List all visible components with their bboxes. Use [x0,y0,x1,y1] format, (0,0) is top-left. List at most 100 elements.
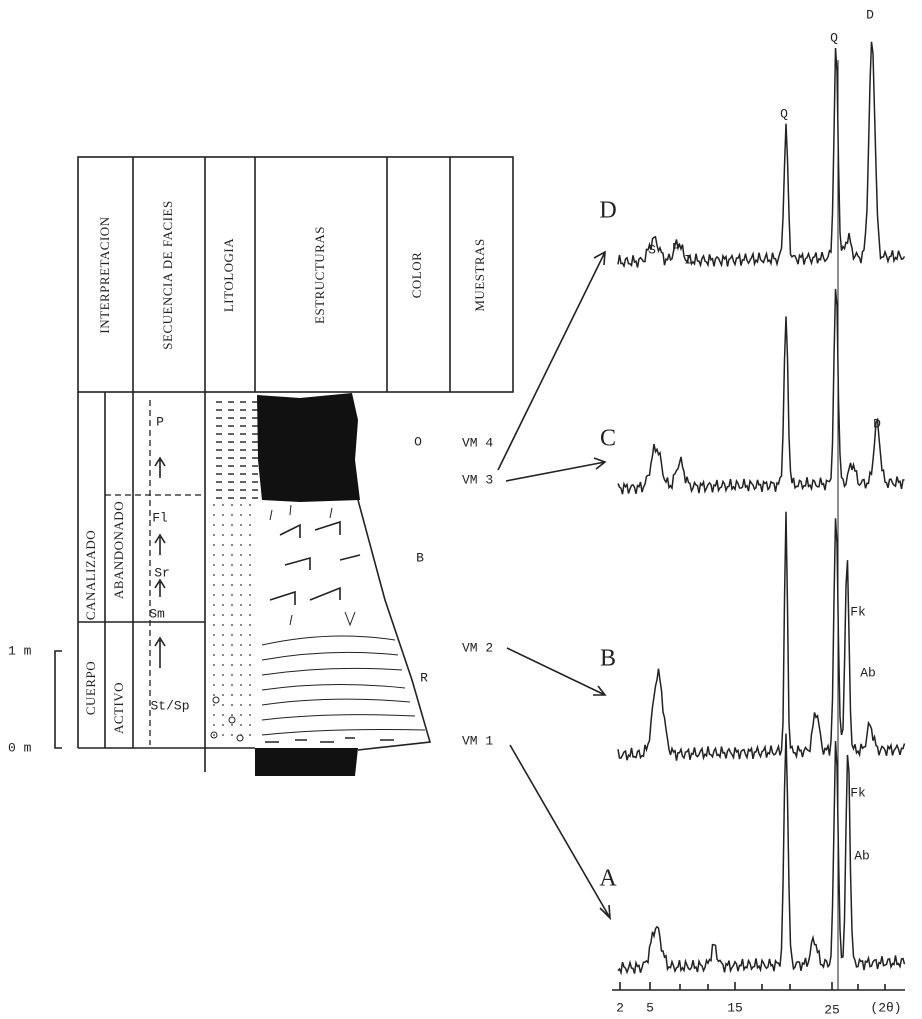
peak-label: Ab [854,848,870,863]
dot [231,604,233,606]
dot [249,634,251,636]
trace [618,289,905,494]
dot [249,604,251,606]
dot [231,584,233,586]
dot [240,674,242,676]
dot [231,564,233,566]
interpretation: CUERPO [83,661,98,715]
header: INTERPRETACION [97,216,112,333]
dot [213,514,215,516]
facies-arrows [155,458,165,668]
dot [231,554,233,556]
dot [249,514,251,516]
sample: VM 1 [462,733,493,748]
axis-tick-label: 25 [824,1002,840,1017]
dot [213,684,215,686]
dot [213,504,215,506]
facies: St/Sp [150,698,189,713]
dot [240,524,242,526]
pebble [229,717,235,723]
dot [222,524,224,526]
pattern-label: A [599,866,617,892]
dot [213,634,215,636]
dot [231,514,233,516]
dot [231,674,233,676]
dot [213,654,215,656]
dot [213,584,215,586]
dot [231,534,233,536]
dot [249,564,251,566]
dot [240,514,242,516]
dot [249,714,251,716]
x-axis [612,982,905,990]
sample: VM 3 [462,472,493,487]
dot [222,544,224,546]
dot [240,724,242,726]
dot [213,644,215,646]
dot [213,714,215,716]
dot [222,584,224,586]
dot [213,604,215,606]
dot [240,634,242,636]
trace [618,42,905,268]
facies: Sm [149,606,165,621]
dot [222,614,224,616]
sample: VM 2 [462,640,493,655]
dot [249,524,251,526]
dot [240,614,242,616]
peak-label: Q [780,106,788,121]
axis-tick-label: 15 [727,1000,743,1015]
dot [222,714,224,716]
dot [249,504,251,506]
dot [240,534,242,536]
dot [213,554,215,556]
dot [240,654,242,656]
figure: INTERPRETACION SECUENCIA DE FACIES LITOL… [0,0,922,1019]
dot [222,504,224,506]
dot [222,734,224,736]
dot [231,544,233,546]
dot [222,724,224,726]
dot [240,564,242,566]
dot [249,644,251,646]
dot [213,674,215,676]
scale-bar [55,651,62,748]
facies: Fl [152,510,168,525]
dot [222,674,224,676]
dot [240,554,242,556]
sample-arrows [498,252,610,918]
dot [213,524,215,526]
peak-label: D [866,7,874,22]
dot [231,594,233,596]
dot [222,554,224,556]
trace [618,512,905,761]
dot [249,674,251,676]
dot [240,504,242,506]
dot [222,594,224,596]
dot [249,654,251,656]
header: LITOLOGIA [221,238,236,312]
axis-tick-label: 5 [646,1000,654,1015]
dot [213,624,215,626]
dot [249,734,251,736]
dot [249,554,251,556]
color-code: B [416,550,424,565]
dot [231,694,233,696]
dot [231,504,233,506]
dot [240,574,242,576]
axis-tick-label: 2 [616,1000,624,1015]
facies: Sr [154,565,170,580]
scale-label: 0 m [8,740,32,755]
dot [240,644,242,646]
dot [240,714,242,716]
dot [240,544,242,546]
dot [240,684,242,686]
color-code: O [414,434,422,449]
dot [240,584,242,586]
dot [213,574,215,576]
color-code: R [420,670,428,685]
scale-label: 1 m [8,643,32,658]
dot [249,684,251,686]
dot [213,544,215,546]
diffractogram-traces [618,42,905,974]
